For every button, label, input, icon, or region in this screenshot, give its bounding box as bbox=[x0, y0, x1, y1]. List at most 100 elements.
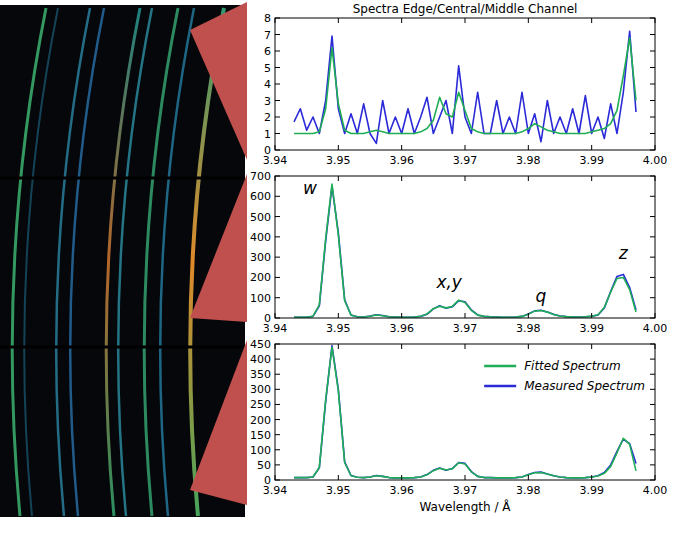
panel: 3.943.953.963.973.983.994.00012345678Spe… bbox=[263, 2, 668, 167]
y-tick bbox=[275, 67, 280, 68]
plot-background bbox=[275, 344, 655, 480]
connector bbox=[190, 2, 247, 160]
x-tick-label: 3.98 bbox=[516, 484, 541, 497]
y-tick bbox=[650, 389, 655, 390]
detector-image bbox=[0, 5, 245, 517]
y-tick bbox=[275, 196, 280, 197]
legend: Fitted SpectrumMeasured Spectrum bbox=[484, 359, 645, 393]
x-tick-label: 4.00 bbox=[643, 154, 668, 167]
legend-label: Fitted Spectrum bbox=[524, 359, 621, 373]
x-tick bbox=[591, 313, 592, 318]
y-tick bbox=[275, 344, 280, 345]
y-tick bbox=[275, 133, 280, 134]
plot-area bbox=[294, 346, 636, 478]
x-tick bbox=[655, 145, 656, 150]
spectral-arc bbox=[70, 8, 104, 516]
y-tick bbox=[275, 150, 280, 151]
x-tick bbox=[401, 344, 402, 349]
y-tick bbox=[650, 18, 655, 19]
spectrum-line bbox=[294, 347, 636, 478]
spectrum-line bbox=[294, 184, 636, 317]
legend-swatch bbox=[484, 365, 516, 368]
x-tick bbox=[528, 344, 529, 349]
spectral-arc bbox=[24, 8, 58, 516]
x-tick-label: 3.96 bbox=[389, 484, 414, 497]
y-tick bbox=[275, 374, 280, 375]
x-tick bbox=[401, 313, 402, 318]
spectrum-line bbox=[294, 346, 636, 478]
spectral-arc bbox=[160, 8, 194, 516]
x-tick bbox=[655, 176, 656, 181]
x-tick bbox=[465, 176, 466, 181]
y-tick bbox=[275, 297, 280, 298]
spectral-arc bbox=[144, 8, 178, 516]
y-tick-label: 500 bbox=[250, 211, 271, 224]
x-tick bbox=[591, 176, 592, 181]
x-tick bbox=[275, 475, 276, 480]
x-tick bbox=[655, 313, 656, 318]
x-tick bbox=[275, 145, 276, 150]
x-tick bbox=[465, 475, 466, 480]
plot-area bbox=[294, 31, 636, 143]
y-tick bbox=[275, 480, 280, 481]
x-tick bbox=[655, 475, 656, 480]
y-tick bbox=[275, 176, 280, 177]
peak-label: x,y bbox=[435, 272, 462, 292]
y-tick-label: 3 bbox=[264, 95, 271, 108]
x-tick bbox=[591, 18, 592, 23]
y-tick-label: 200 bbox=[250, 271, 271, 284]
y-tick bbox=[650, 51, 655, 52]
x-tick-label: 3.95 bbox=[326, 154, 351, 167]
y-tick bbox=[275, 18, 280, 19]
x-tick bbox=[275, 344, 276, 349]
y-tick-label: 1 bbox=[264, 128, 271, 141]
x-tick-label: 3.95 bbox=[326, 322, 351, 335]
y-tick bbox=[275, 389, 280, 390]
x-tick bbox=[528, 313, 529, 318]
y-tick-label: 4 bbox=[264, 78, 271, 91]
x-tick bbox=[338, 344, 339, 349]
detector-gap bbox=[0, 177, 245, 180]
y-tick bbox=[275, 419, 280, 420]
y-tick bbox=[275, 404, 280, 405]
peak-label: z bbox=[618, 243, 629, 263]
y-tick bbox=[275, 434, 280, 435]
spectral-arc bbox=[12, 8, 46, 516]
y-tick bbox=[275, 216, 280, 217]
y-tick-label: 0 bbox=[264, 474, 271, 487]
y-tick-label: 50 bbox=[257, 459, 271, 472]
y-tick-label: 6 bbox=[264, 45, 271, 58]
connector bbox=[190, 340, 247, 505]
y-tick bbox=[650, 133, 655, 134]
x-tick bbox=[338, 145, 339, 150]
y-tick-label: 200 bbox=[250, 414, 271, 427]
y-tick bbox=[650, 419, 655, 420]
x-tick bbox=[338, 176, 339, 181]
x-tick bbox=[528, 475, 529, 480]
y-tick-label: 7 bbox=[264, 29, 271, 42]
x-tick-label: 3.96 bbox=[389, 154, 414, 167]
y-tick-label: 600 bbox=[250, 190, 271, 203]
y-tick-label: 100 bbox=[250, 292, 271, 305]
y-tick-label: 250 bbox=[250, 398, 271, 411]
y-tick-label: 100 bbox=[250, 444, 271, 457]
y-tick bbox=[275, 117, 280, 118]
y-tick bbox=[275, 464, 280, 465]
x-tick bbox=[465, 18, 466, 23]
x-tick bbox=[591, 344, 592, 349]
y-tick bbox=[650, 404, 655, 405]
x-tick-label: 4.00 bbox=[643, 322, 668, 335]
y-tick bbox=[650, 196, 655, 197]
detector-gap bbox=[0, 346, 245, 349]
y-tick bbox=[275, 51, 280, 52]
x-tick-label: 4.00 bbox=[643, 484, 668, 497]
y-tick bbox=[275, 277, 280, 278]
plot-background bbox=[275, 176, 655, 318]
plot-frame bbox=[275, 18, 655, 150]
connector bbox=[190, 174, 247, 322]
x-tick-label: 3.99 bbox=[579, 484, 604, 497]
plot-area bbox=[294, 184, 636, 317]
y-tick bbox=[650, 34, 655, 35]
x-tick-label: 3.99 bbox=[579, 154, 604, 167]
y-tick bbox=[650, 257, 655, 258]
